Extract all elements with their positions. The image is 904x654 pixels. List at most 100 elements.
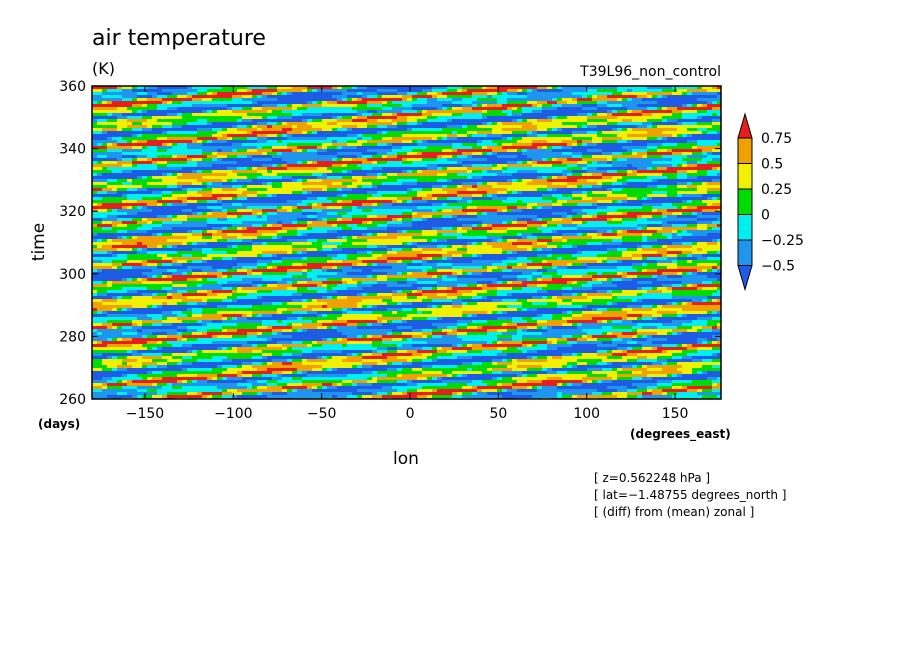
heatmap-cell xyxy=(672,134,677,138)
heatmap-cell xyxy=(602,149,627,153)
heatmap-cell xyxy=(217,218,227,222)
heatmap-cell xyxy=(517,239,537,243)
heatmap-cell xyxy=(187,236,202,240)
heatmap-cell xyxy=(347,257,357,261)
heatmap-cell xyxy=(642,155,647,159)
x-tick-label: −100 xyxy=(214,406,252,422)
heatmap-cell xyxy=(572,152,582,156)
heatmap-cell xyxy=(122,263,142,267)
heatmap-cell xyxy=(547,221,572,225)
heatmap-cell xyxy=(252,356,262,360)
heatmap-cell xyxy=(187,242,192,246)
heatmap-cell xyxy=(682,356,692,360)
heatmap-cell xyxy=(142,320,162,324)
heatmap-cell xyxy=(232,245,237,249)
heatmap-cell xyxy=(702,287,717,291)
heatmap-cell xyxy=(367,263,372,267)
heatmap-cell xyxy=(647,269,657,273)
heatmap-cell xyxy=(357,263,367,267)
heatmap-cell xyxy=(587,125,597,129)
heatmap-cell xyxy=(167,383,172,387)
heatmap-cell xyxy=(472,155,497,159)
heatmap-cell xyxy=(542,365,562,369)
heatmap-cell xyxy=(507,323,517,327)
heatmap-cell xyxy=(572,263,582,267)
heatmap-cell xyxy=(412,236,457,240)
heatmap-cell xyxy=(472,386,477,390)
heatmap-cell xyxy=(502,92,507,96)
heatmap-cell xyxy=(207,377,212,381)
heatmap-cell xyxy=(157,392,167,396)
heatmap-cell xyxy=(437,98,452,102)
heatmap-cell xyxy=(317,215,342,219)
heatmap-cell xyxy=(577,143,582,147)
heatmap-cell xyxy=(547,146,552,150)
heatmap-cell xyxy=(597,353,612,357)
heatmap-cell xyxy=(417,311,422,315)
heatmap-cell xyxy=(242,116,262,120)
heatmap-cell xyxy=(487,212,497,216)
heatmap-cell xyxy=(482,86,487,90)
heatmap-cell xyxy=(387,356,397,360)
heatmap-cell xyxy=(697,338,707,342)
heatmap-cell xyxy=(237,236,257,240)
heatmap-cell xyxy=(577,227,637,231)
heatmap-cell xyxy=(577,362,587,366)
heatmap-cell xyxy=(607,257,632,261)
heatmap-cell xyxy=(367,158,402,162)
heatmap-cell xyxy=(142,278,147,282)
heatmap-cell xyxy=(357,383,372,387)
heatmap-cell xyxy=(427,101,452,105)
heatmap-cell xyxy=(572,143,577,147)
heatmap-cell xyxy=(107,239,112,243)
heatmap-cell xyxy=(627,353,637,357)
heatmap-cell xyxy=(567,266,587,270)
heatmap-cell xyxy=(147,275,152,279)
heatmap-cell xyxy=(217,377,222,381)
heatmap-cell xyxy=(602,281,612,285)
heatmap-cell xyxy=(377,215,387,219)
heatmap-cell xyxy=(127,260,142,264)
heatmap-cell xyxy=(187,260,192,264)
heatmap-cell xyxy=(587,266,617,270)
heatmap-cell xyxy=(387,215,412,219)
heatmap-cell xyxy=(167,131,197,135)
heatmap-cell xyxy=(217,200,222,204)
heatmap-cell xyxy=(562,122,587,126)
heatmap-cell xyxy=(272,185,282,189)
heatmap-cell xyxy=(227,233,242,237)
heatmap-cell xyxy=(462,344,467,348)
heatmap-cell xyxy=(262,323,287,327)
heatmap-cell xyxy=(472,200,502,204)
heatmap-cell xyxy=(167,101,172,105)
heatmap-cell xyxy=(472,104,477,108)
heatmap-cell xyxy=(417,278,442,282)
heatmap-cell xyxy=(617,389,627,393)
heatmap-cell xyxy=(407,158,422,162)
heatmap-cell xyxy=(402,104,412,108)
heatmap-cell xyxy=(437,356,457,360)
heatmap-cell xyxy=(652,377,707,381)
heatmap-cell xyxy=(187,200,197,204)
heatmap-cell xyxy=(117,107,127,111)
heatmap-cell xyxy=(207,329,222,333)
heatmap-cell xyxy=(447,95,472,99)
heatmap-cell xyxy=(377,191,407,195)
heatmap-cell xyxy=(302,323,322,327)
heatmap-cell xyxy=(92,359,102,363)
heatmap-cell xyxy=(587,170,607,174)
heatmap-cell xyxy=(482,326,517,330)
heatmap-cell xyxy=(187,278,197,282)
heatmap-cell xyxy=(337,245,367,249)
heatmap-cell xyxy=(542,248,552,252)
heatmap-cell xyxy=(92,173,97,177)
heatmap-cell xyxy=(107,311,162,315)
heatmap-cell xyxy=(567,101,577,105)
heatmap-cell xyxy=(292,299,302,303)
heatmap-cell xyxy=(92,164,122,168)
heatmap-cell xyxy=(527,101,537,105)
heatmap-cell xyxy=(517,257,527,261)
heatmap-cell xyxy=(157,149,167,153)
heatmap-cell xyxy=(532,140,547,144)
heatmap-cell xyxy=(577,98,592,102)
